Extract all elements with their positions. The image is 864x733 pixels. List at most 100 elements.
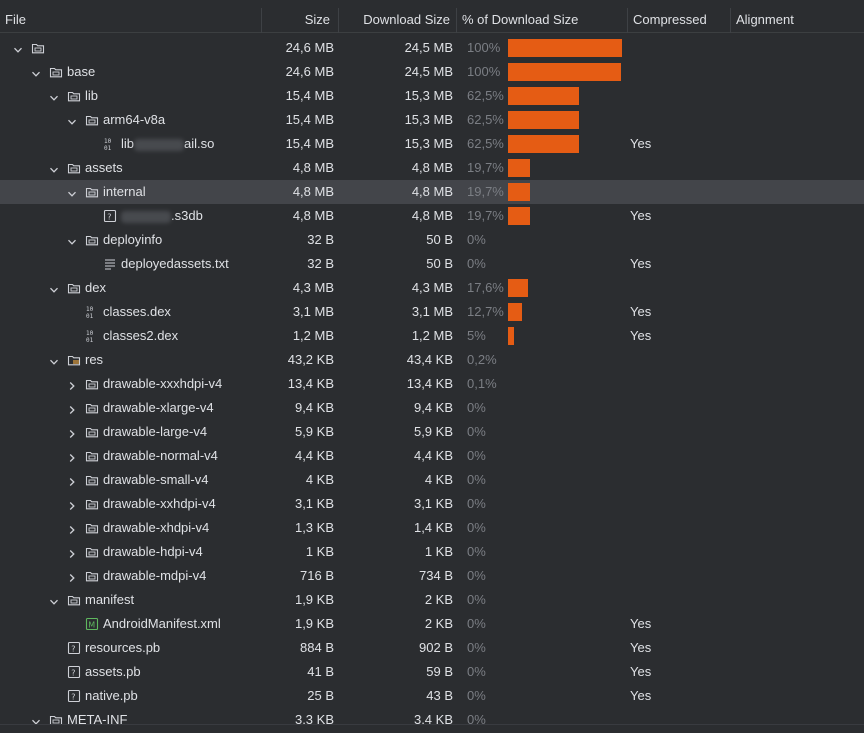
column-header-download-size[interactable]: Download Size: [363, 12, 450, 27]
chevron-down-icon[interactable]: [49, 355, 59, 365]
table-row[interactable]: ? native.pb 25 B 43 B 0% Yes: [0, 684, 864, 708]
chevron-right-icon[interactable]: [67, 427, 77, 438]
chevron-down-icon[interactable]: [49, 283, 59, 293]
percent-value: 0%: [467, 640, 486, 655]
column-header-alignment[interactable]: Alignment: [736, 12, 794, 27]
column-divider[interactable]: [627, 8, 628, 33]
table-row[interactable]: res 43,2 KB 43,4 KB 0,2%: [0, 348, 864, 372]
table-row[interactable]: ? .s3db 4,8 MB 4,8 MB 19,7% Yes: [0, 204, 864, 228]
chevron-right-icon[interactable]: [67, 499, 77, 510]
chevron-down-icon[interactable]: [13, 43, 23, 53]
size-value: 5,9 KB: [294, 424, 334, 439]
chevron-down-icon[interactable]: [31, 715, 41, 725]
percent-value: 0%: [467, 496, 486, 511]
percent-value: 0%: [467, 664, 486, 679]
chevron-right-icon[interactable]: [67, 451, 77, 462]
svg-text:01: 01: [86, 313, 94, 319]
table-row[interactable]: 10 01 classes2.dex 1,2 MB 1,2 MB 5% Yes: [0, 324, 864, 348]
download-size-value: 1,2 MB: [411, 328, 453, 343]
chevron-down-icon[interactable]: [31, 67, 41, 77]
redacted-text: [121, 210, 171, 223]
column-divider[interactable]: [730, 8, 731, 33]
size-value: 25 B: [307, 688, 334, 703]
column-header-size[interactable]: Size: [304, 12, 330, 27]
chevron-right-icon[interactable]: [67, 475, 77, 486]
size-value: 716 B: [300, 568, 334, 583]
compressed-value: Yes: [630, 256, 652, 271]
folder-icon: [49, 65, 63, 79]
folder-icon: [85, 545, 99, 559]
chevron-down-icon[interactable]: [67, 187, 77, 197]
table-row[interactable]: 10 01 classes.dex 3,1 MB 3,1 MB 12,7% Yes: [0, 300, 864, 324]
size-value: 15,4 MB: [285, 88, 334, 103]
file-name: drawable-large-v4: [103, 424, 208, 439]
table-row[interactable]: drawable-large-v4 5,9 KB 5,9 KB 0%: [0, 420, 864, 444]
table-row[interactable]: M AndroidManifest.xml 1,9 KB 2 KB 0% Yes: [0, 612, 864, 636]
table-row[interactable]: META-INF 3,3 KB 3,4 KB 0%: [0, 708, 864, 732]
download-size-bar: [508, 87, 579, 105]
column-divider[interactable]: [456, 8, 457, 33]
column-divider[interactable]: [261, 8, 262, 33]
download-size-value: 3,1 KB: [413, 496, 453, 511]
chevron-right-icon[interactable]: [67, 523, 77, 534]
download-size-value: 15,3 MB: [404, 136, 453, 151]
chevron-right-icon[interactable]: [67, 547, 77, 558]
table-row[interactable]: drawable-xlarge-v4 9,4 KB 9,4 KB 0%: [0, 396, 864, 420]
table-row[interactable]: drawable-xxhdpi-v4 3,1 KB 3,1 KB 0%: [0, 492, 864, 516]
table-row[interactable]: drawable-normal-v4 4,4 KB 4,4 KB 0%: [0, 444, 864, 468]
table-row[interactable]: lib 15,4 MB 15,3 MB 62,5%: [0, 84, 864, 108]
download-size-value: 43 B: [426, 688, 453, 703]
folder-icon: [85, 185, 99, 199]
table-row[interactable]: dex 4,3 MB 4,3 MB 17,6%: [0, 276, 864, 300]
chevron-down-icon[interactable]: [49, 163, 59, 173]
percent-value: 0,1%: [467, 376, 497, 391]
table-row[interactable]: deployinfo 32 B 50 B 0%: [0, 228, 864, 252]
chevron-down-icon[interactable]: [67, 115, 77, 125]
chevron-right-icon[interactable]: [67, 403, 77, 414]
column-header-file[interactable]: File: [5, 12, 26, 27]
chevron-right-icon[interactable]: [67, 571, 77, 582]
chevron-down-icon[interactable]: [49, 91, 59, 101]
column-header-compressed[interactable]: Compressed: [633, 12, 707, 27]
table-row[interactable]: drawable-mdpi-v4 716 B 734 B 0%: [0, 564, 864, 588]
chevron-right-icon[interactable]: [67, 379, 77, 390]
unknown-file-icon: ?: [67, 641, 81, 655]
chevron-down-icon[interactable]: [67, 235, 77, 245]
download-size-value: 24,5 MB: [404, 40, 453, 55]
column-header-percent[interactable]: % of Download Size: [462, 12, 579, 27]
table-row[interactable]: 10 01 lib ail.so 15,4 MB 15,3 MB 62,5% Yes: [0, 132, 864, 156]
table-row[interactable]: 24,6 MB 24,5 MB 100%: [0, 36, 864, 60]
table-row[interactable]: drawable-small-v4 4 KB 4 KB 0%: [0, 468, 864, 492]
horizontal-scrollbar[interactable]: [0, 724, 864, 733]
svg-text:?: ?: [71, 693, 75, 702]
file-name: classes.dex: [103, 304, 171, 319]
column-divider[interactable]: [338, 8, 339, 33]
svg-text:01: 01: [86, 337, 94, 343]
table-row[interactable]: drawable-xxxhdpi-v4 13,4 KB 13,4 KB 0,1%: [0, 372, 864, 396]
file-name: META-INF: [67, 712, 128, 727]
size-value: 1 KB: [305, 544, 334, 559]
table-row[interactable]: deployedassets.txt 32 B 50 B 0% Yes: [0, 252, 864, 276]
download-size-value: 1,4 KB: [413, 520, 453, 535]
download-size-value: 4,8 MB: [411, 208, 453, 223]
percent-value: 62,5%: [467, 88, 504, 103]
download-size-value: 50 B: [426, 256, 453, 271]
table-row[interactable]: arm64-v8a 15,4 MB 15,3 MB 62,5%: [0, 108, 864, 132]
table-row[interactable]: drawable-hdpi-v4 1 KB 1 KB 0%: [0, 540, 864, 564]
table-row[interactable]: internal 4,8 MB 4,8 MB 19,7%: [0, 180, 864, 204]
table-row[interactable]: ? assets.pb 41 B 59 B 0% Yes: [0, 660, 864, 684]
table-row[interactable]: base 24,6 MB 24,5 MB 100%: [0, 60, 864, 84]
download-size-value: 4,8 MB: [411, 184, 453, 199]
compressed-value: Yes: [630, 616, 652, 631]
size-value: 4,8 MB: [292, 160, 334, 175]
binary-file-icon: 10 01: [85, 329, 99, 344]
chevron-down-icon[interactable]: [49, 595, 59, 605]
table-row[interactable]: drawable-xhdpi-v4 1,3 KB 1,4 KB 0%: [0, 516, 864, 540]
table-row[interactable]: assets 4,8 MB 4,8 MB 19,7%: [0, 156, 864, 180]
percent-value: 19,7%: [467, 208, 504, 223]
file-name: manifest: [85, 592, 135, 607]
download-size-bar: [508, 135, 579, 153]
table-row[interactable]: ? resources.pb 884 B 902 B 0% Yes: [0, 636, 864, 660]
table-row[interactable]: manifest 1,9 KB 2 KB 0%: [0, 588, 864, 612]
redacted-text: [134, 138, 185, 151]
